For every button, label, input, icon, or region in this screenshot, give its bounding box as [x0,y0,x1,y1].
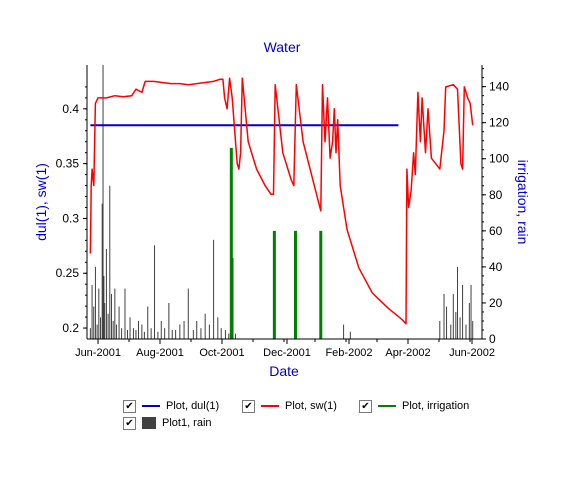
x-tick-label-0: Jun-2001 [75,347,121,359]
x-tick-label-3: Dec-2001 [263,347,311,359]
y-right-tick-label-7: 140 [489,80,509,94]
y-right-tick-label-5: 100 [489,152,509,166]
y-right-tick-label-3: 60 [489,224,503,238]
legend-item-dul[interactable]: ✔ Plot, dul(1) [123,398,219,414]
legend-swatch-irrigation [378,405,396,407]
legend-item-sw[interactable]: ✔ Plot, sw(1) [242,398,337,414]
plot-area [89,65,474,339]
legend-checkbox-irrigation[interactable]: ✔ [359,399,372,413]
y-axis-right-label: irrigation, rain [515,160,531,245]
legend-swatch-dul [142,405,160,407]
legend-checkbox-dul[interactable]: ✔ [123,399,136,413]
y-right-tick-label-4: 80 [489,188,503,202]
axes: 0.2 0.25 0.3 0.35 0.4 0 20 40 60 80 100 120 140 Jun-2… [56,65,509,359]
legend: ✔ Plot, dul(1) ✔ Plot, sw(1) ✔ Plot, irr… [123,398,483,438]
y-right-tick-label-0: 0 [489,332,496,346]
legend-label-dul: Plot, dul(1) [166,400,220,412]
x-tick-label-2: Oct-2001 [199,347,244,359]
y-right-tick-label-1: 20 [489,296,503,310]
x-tick-label-4: Feb-2002 [325,347,372,359]
x-tick-label-1: Aug-2001 [136,347,184,359]
x-tick-label-6: Jun-2002 [449,347,495,359]
legend-swatch-rain [142,417,156,429]
legend-item-irrigation[interactable]: ✔ Plot, irrigation [359,398,469,414]
x-axis-label: Date [269,363,299,379]
legend-checkbox-sw[interactable]: ✔ [242,399,255,413]
legend-label-irrigation: Plot, irrigation [402,400,470,412]
y-left-tick-label-2: 0.3 [62,211,79,225]
y-left-tick-label-4: 0.4 [62,102,79,116]
y-axis-left-label: dul(1), sw(1) [33,163,49,241]
series-sw-line [89,77,474,325]
y-left-tick-label-1: 0.25 [56,266,80,280]
legend-swatch-sw [261,405,279,407]
y-right-tick-label-6: 120 [489,116,509,130]
legend-checkbox-rain[interactable]: ✔ [123,416,136,430]
y-right-tick-label-2: 40 [489,260,503,274]
x-tick-label-5: Apr-2002 [385,347,430,359]
legend-label-sw: Plot, sw(1) [285,400,337,412]
legend-label-rain: Plot1, rain [162,417,212,429]
legend-item-rain[interactable]: ✔ Plot1, rain [123,415,212,431]
y-left-tick-label-0: 0.2 [62,321,79,335]
chart-title: Water [264,39,301,55]
y-left-tick-label-3: 0.35 [56,157,80,171]
